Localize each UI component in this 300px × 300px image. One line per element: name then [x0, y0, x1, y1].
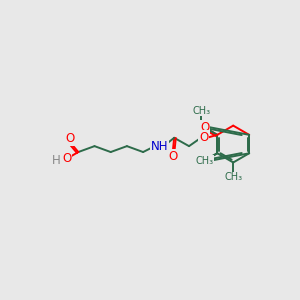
Text: O: O	[62, 152, 71, 165]
Text: O: O	[168, 150, 177, 163]
Text: O: O	[199, 131, 208, 144]
Text: O: O	[66, 132, 75, 145]
Text: CH₃: CH₃	[192, 106, 210, 116]
Text: O: O	[200, 121, 209, 134]
Text: CH₃: CH₃	[224, 172, 242, 182]
Text: CH₃: CH₃	[195, 156, 214, 166]
Text: NH: NH	[151, 140, 168, 153]
Text: H: H	[52, 154, 61, 166]
